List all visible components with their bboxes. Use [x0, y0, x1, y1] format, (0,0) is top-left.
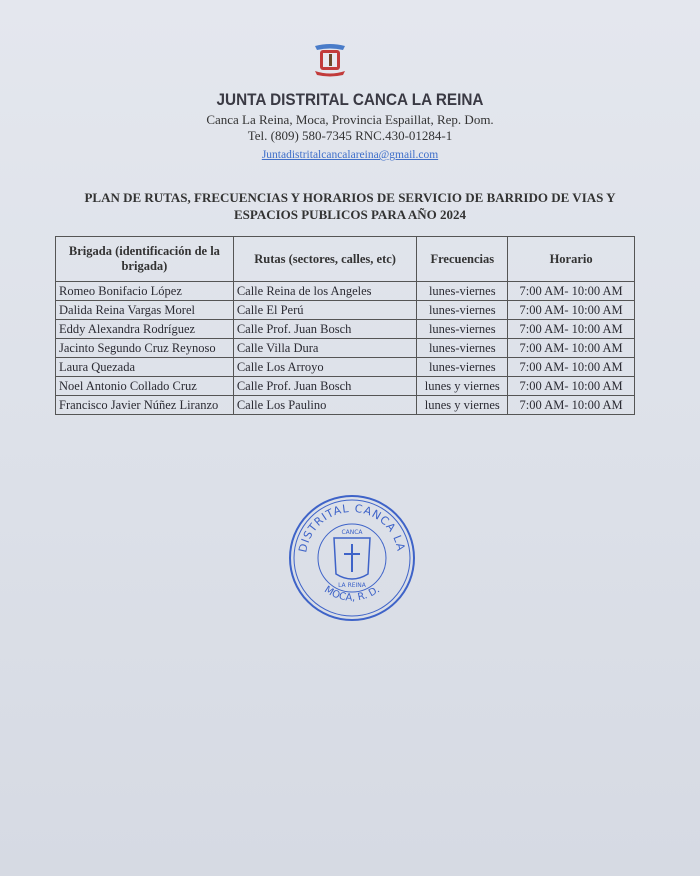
table-row: Eddy Alexandra Rodríguez Calle Prof. Juan… — [55, 319, 635, 339]
ruta-cell: Calle Prof. Juan Bosch — [232, 319, 418, 339]
ruta-cell: Calle Villa Dura — [232, 338, 418, 358]
routes-table: Brigada (identificación de la brigada) R… — [55, 236, 635, 415]
horario-cell: 7:00 AM- 10:00 AM — [507, 338, 635, 358]
plan-title-line1: PLAN DE RUTAS, FRECUENCIAS Y HORARIOS DE… — [84, 190, 616, 205]
ruta-cell: Calle Reina de los Angeles — [232, 281, 418, 301]
official-stamp: JUNTA DISTRITAL CANCA LA REINA MOCA, R. … — [288, 494, 415, 621]
table-row: Laura Quezada Calle Los Arroyo lunes-viern… — [55, 357, 635, 377]
horario-cell: 7:00 AM- 10:00 AM — [507, 376, 635, 396]
horario-cell: 7:00 AM- 10:00 AM — [507, 319, 635, 339]
ruta-cell: Calle Los Paulino — [232, 395, 418, 415]
stamp-ring-text: JUNTA DISTRITAL CANCA LA REINA — [288, 494, 407, 558]
horario-cell: 7:00 AM- 10:00 AM — [507, 300, 635, 320]
horario-cell: 7:00 AM- 10:00 AM — [507, 395, 635, 415]
frecuencia-cell: lunes-viernes — [416, 300, 509, 320]
frecuencia-cell: lunes-viernes — [416, 357, 509, 377]
brigada-cell: Francisco Javier Núñez Liranzo — [55, 395, 234, 415]
brigada-cell: Romeo Bonifacio López — [55, 281, 234, 301]
horario-cell: 7:00 AM- 10:00 AM — [507, 281, 635, 301]
frecuencia-cell: lunes y viernes — [416, 376, 509, 396]
header-horario: Horario — [507, 236, 635, 282]
svg-text:JUNTA DISTRITAL CANCA LA REINA: JUNTA DISTRITAL CANCA LA REINA — [288, 494, 408, 558]
table-header-row: Brigada (identificación de la brigada) R… — [55, 236, 635, 282]
org-address: Canca La Reina, Moca, Provincia Espailla… — [206, 112, 494, 127]
table-row: Noel Antonio Collado Cruz Calle Prof. Jua… — [55, 376, 635, 396]
brigada-cell: Noel Antonio Collado Cruz — [55, 376, 234, 396]
org-name: JUNTA DISTRITAL CANCA LA REINA — [216, 90, 484, 109]
ruta-cell: Calle Los Arroyo — [232, 357, 418, 377]
ruta-cell: Calle El Perú — [232, 300, 418, 320]
table-row: Romeo Bonifacio López Calle Reina de los … — [55, 281, 635, 301]
brigada-cell: Jacinto Segundo Cruz Reynoso — [55, 338, 234, 358]
brigada-cell: Eddy Alexandra Rodríguez — [55, 319, 234, 339]
email-link[interactable]: Juntadistritalcancalareina@gmail.com — [261, 149, 439, 161]
stamp-inner-top: CANCA — [341, 529, 363, 536]
frecuencia-cell: lunes-viernes — [416, 319, 509, 339]
frecuencia-cell: lunes-viernes — [416, 281, 509, 301]
header-frecuencias: Frecuencias — [416, 236, 509, 282]
ruta-cell: Calle Prof. Juan Bosch — [232, 376, 418, 396]
org-contact: Tel. (809) 580-7345 RNC.430-01284-1 — [247, 128, 453, 143]
stamp-inner-bottom: LA REINA — [338, 582, 367, 589]
frecuencia-cell: lunes-viernes — [416, 338, 509, 358]
header-brigada: Brigada (identificación de la brigada) — [55, 236, 234, 282]
frecuencia-cell: lunes y viernes — [416, 395, 509, 415]
header-rutas: Rutas (sectores, calles, etc) — [232, 236, 418, 282]
table-row: Dalida Reina Vargas Morel Calle El Perú lu… — [55, 300, 635, 320]
brigada-cell: Dalida Reina Vargas Morel — [55, 300, 234, 320]
brigada-cell: Laura Quezada — [55, 357, 234, 377]
table-row: Jacinto Segundo Cruz Reynoso Calle Villa … — [55, 338, 635, 358]
plan-title-line2: ESPACIOS PUBLICOS PARA AÑO 2024 — [233, 207, 467, 222]
horario-cell: 7:00 AM- 10:00 AM — [507, 357, 635, 377]
coat-of-arms-logo — [315, 44, 345, 77]
table-row: Francisco Javier Núñez Liranzo Calle Los … — [55, 395, 635, 415]
